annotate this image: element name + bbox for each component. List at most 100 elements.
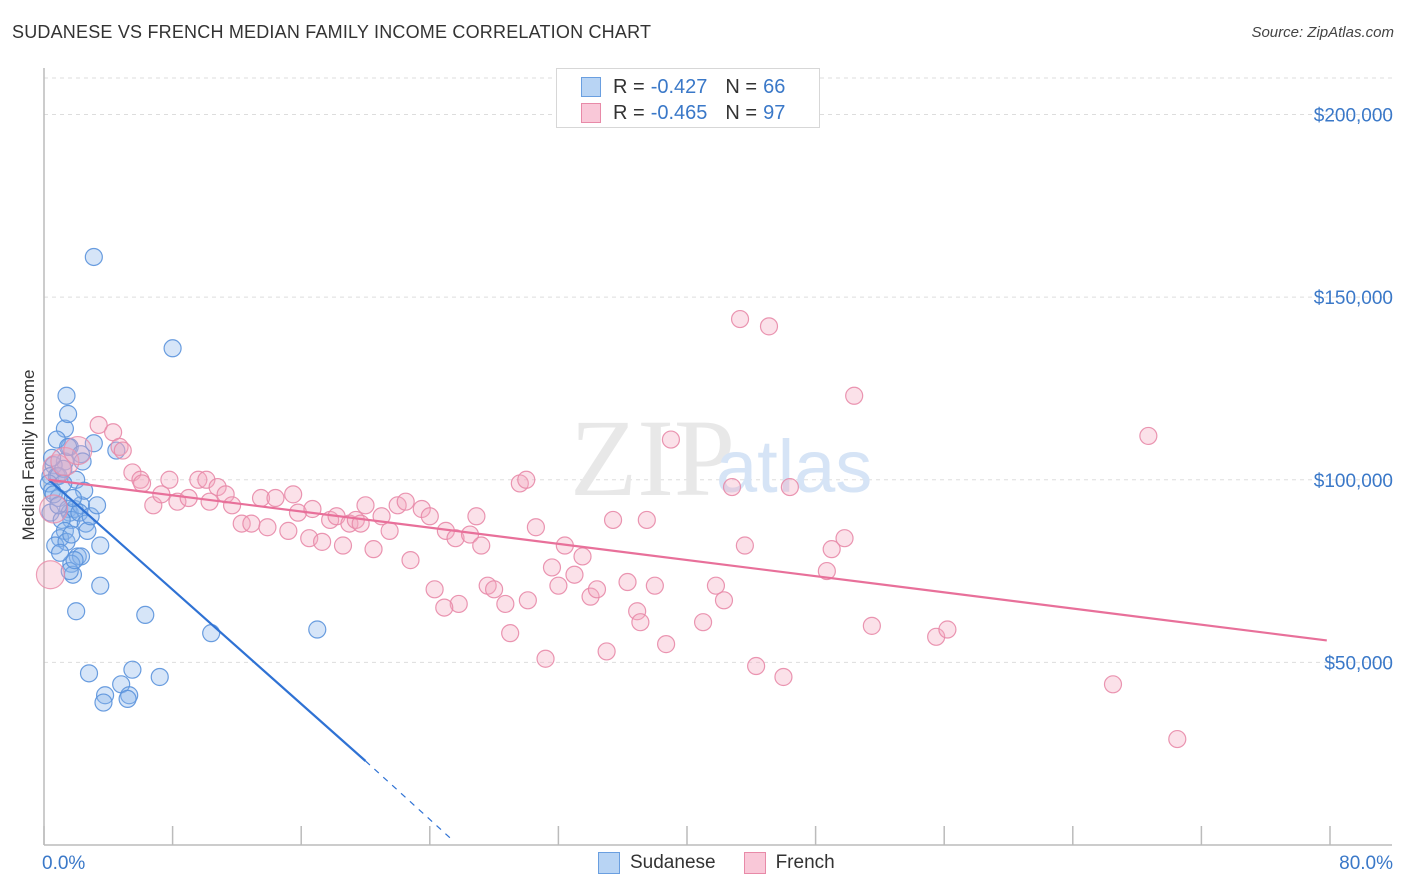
point-french <box>501 624 520 643</box>
x-tick-label: 0.0% <box>42 853 85 874</box>
point-french <box>631 613 650 632</box>
point-french <box>356 496 375 515</box>
legend-swatch-sudanese <box>581 77 601 97</box>
point-french <box>401 551 420 570</box>
point-french <box>597 642 616 661</box>
point-sudanese <box>57 386 76 405</box>
point-sudanese <box>59 404 78 424</box>
point-french <box>50 446 80 477</box>
point-sudanese <box>91 536 110 555</box>
point-french <box>526 518 545 537</box>
point-french <box>266 488 285 508</box>
point-sudanese <box>308 620 327 639</box>
point-french <box>693 613 713 632</box>
point-french <box>449 594 468 614</box>
point-french <box>258 518 277 537</box>
point-french <box>425 580 444 599</box>
point-french <box>1139 426 1158 446</box>
series-label-sudanese: Sudanese <box>630 852 716 873</box>
point-sudanese <box>44 456 63 475</box>
point-french <box>862 616 881 635</box>
legend-row-sudanese: R = -0.427 N = 66 <box>581 75 785 99</box>
point-french <box>822 540 841 559</box>
point-french <box>113 441 132 460</box>
point-french <box>735 536 754 555</box>
point-french <box>780 477 799 497</box>
y-tick-label: $150,000 <box>1314 288 1393 309</box>
point-sudanese <box>78 521 97 540</box>
series-legend-french[interactable]: French <box>743 852 835 874</box>
gridlines <box>44 77 1392 663</box>
correlation-legend: R = -0.427 N = 66 R = -0.465 N = 97 <box>556 68 820 128</box>
y-axis-label: Median Family Income <box>19 369 38 540</box>
legend-r-value: -0.465 <box>650 101 708 124</box>
point-french <box>573 547 592 566</box>
point-french <box>35 560 66 590</box>
trend-extension-sudanese <box>365 760 455 842</box>
data-points <box>35 247 1187 749</box>
point-french <box>618 572 637 592</box>
point-sudanese <box>87 496 107 515</box>
point-sudanese <box>79 664 99 683</box>
point-sudanese <box>71 445 91 464</box>
trend-line-french <box>48 478 1327 642</box>
point-french <box>232 514 251 533</box>
point-french <box>657 635 676 654</box>
legend-row-french: R = -0.465 N = 97 <box>581 101 785 125</box>
point-sudanese <box>84 434 103 453</box>
point-sudanese <box>63 488 83 508</box>
point-french <box>467 507 486 526</box>
point-french <box>160 470 179 489</box>
point-sudanese <box>50 543 70 562</box>
point-sudanese <box>136 605 155 625</box>
legend-r-value: -0.427 <box>650 75 708 98</box>
y-tick-label: $50,000 <box>1324 653 1393 674</box>
point-french <box>364 540 383 559</box>
point-sudanese <box>62 525 81 544</box>
point-french <box>645 576 664 595</box>
chart-title: SUDANESE VS FRENCH MEDIAN FAMILY INCOME … <box>12 22 652 42</box>
point-french <box>587 580 607 599</box>
point-sudanese <box>65 551 84 570</box>
point-sudanese <box>150 667 169 687</box>
point-sudanese <box>54 459 73 478</box>
point-french <box>1103 675 1123 694</box>
point-french <box>1168 729 1187 749</box>
point-french <box>435 598 454 617</box>
point-french <box>517 470 536 489</box>
point-french <box>706 576 726 595</box>
series-legend-sudanese[interactable]: Sudanese <box>598 852 716 874</box>
point-sudanese <box>94 693 113 712</box>
point-sudanese <box>75 481 94 500</box>
point-french <box>396 492 415 511</box>
point-french <box>536 649 555 668</box>
source-label: Source: ZipAtlas.com <box>1251 24 1394 41</box>
legend-n-value: 66 <box>763 75 786 98</box>
point-french <box>938 620 957 639</box>
point-sudanese <box>67 602 86 621</box>
point-french <box>496 594 515 614</box>
point-french <box>420 507 439 526</box>
point-french <box>312 532 332 551</box>
point-sudanese <box>84 247 103 267</box>
point-french <box>835 529 854 548</box>
point-french <box>63 435 93 466</box>
x-tick-label: 80.0% <box>1339 853 1393 874</box>
legend-r-label: R = <box>613 75 645 98</box>
point-sudanese <box>60 561 79 581</box>
point-french <box>565 565 584 584</box>
tick-labels: $50,000 $100,000 $150,000 $200,000 0.0% 80.0% <box>42 106 1393 874</box>
point-french <box>730 309 750 329</box>
point-french <box>549 576 568 595</box>
trend-line-sudanese <box>48 478 367 762</box>
point-sudanese <box>123 660 142 679</box>
point-french <box>518 591 537 610</box>
legend-n-label: N = <box>725 101 758 124</box>
point-french <box>39 494 69 524</box>
watermark-atlas: atlas <box>716 425 872 508</box>
point-french <box>637 510 656 530</box>
point-french <box>845 386 864 405</box>
trend-lines <box>48 478 1327 842</box>
point-french <box>380 521 399 540</box>
